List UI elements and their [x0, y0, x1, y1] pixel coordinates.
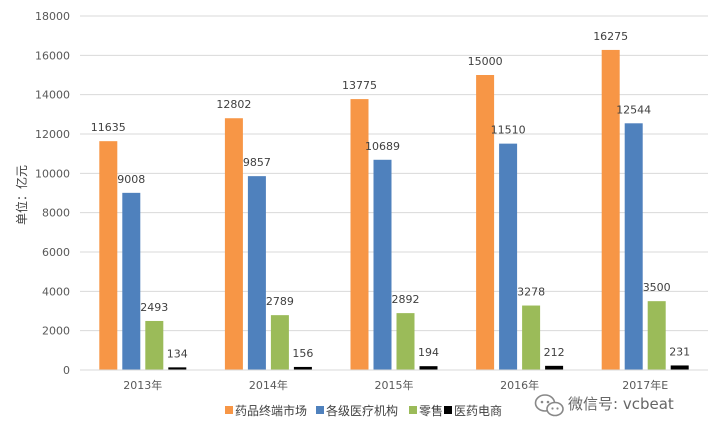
y-tick-label: 6000	[42, 246, 70, 259]
data-label: 9857	[243, 156, 271, 169]
y-tick-label: 8000	[42, 207, 70, 220]
data-label: 11510	[491, 124, 526, 137]
legend-swatch	[316, 406, 324, 414]
y-tick-label: 4000	[42, 285, 70, 298]
data-label: 10689	[365, 140, 400, 153]
data-label: 11635	[91, 121, 126, 134]
data-label: 12544	[616, 103, 651, 116]
data-label: 2789	[266, 295, 294, 308]
x-axis-ticks: 2013年 2014年 2015年 2016年 2017年E	[123, 378, 668, 392]
bars	[99, 49, 689, 371]
bar	[350, 99, 369, 370]
x-tick-label: 2013年	[123, 378, 162, 392]
legend-label: 医药电商	[454, 403, 502, 418]
bar	[396, 313, 415, 370]
y-tick-label: 0	[63, 364, 70, 377]
wechat-icon	[534, 394, 564, 417]
legend-label: 各级医疗机构	[326, 403, 398, 418]
bar	[601, 49, 620, 371]
y-tick-label: 12000	[35, 128, 70, 141]
data-label: 194	[418, 346, 439, 359]
data-label: 12802	[216, 98, 251, 111]
legend-label: 药品终端市场	[235, 403, 307, 418]
bar	[224, 118, 243, 371]
bar	[647, 301, 666, 370]
bar	[522, 305, 541, 370]
legend-swatch	[409, 406, 417, 414]
y-tick-label: 14000	[35, 89, 70, 102]
bar	[373, 159, 392, 370]
bar	[499, 143, 518, 370]
y-axis-ticks: 0 2000 4000 6000 8000 10000 12000 14000 16000 180…	[35, 10, 70, 377]
x-tick-label: 2017年E	[622, 378, 668, 392]
bar	[270, 315, 289, 370]
x-tick-label: 2015年	[375, 378, 414, 392]
data-labels: 11635 9008 2493 134 12802 9857 2789 156 13775 106…	[91, 30, 690, 360]
legend-swatch	[444, 406, 452, 414]
bar	[122, 192, 141, 370]
y-tick-label: 18000	[35, 10, 70, 23]
bar	[419, 366, 438, 370]
data-label: 3278	[517, 286, 545, 299]
data-label: 3500	[643, 281, 671, 294]
y-tick-label: 16000	[35, 49, 70, 62]
data-label: 13775	[342, 79, 377, 92]
bar	[145, 320, 164, 370]
legend: 药品终端市场 各级医疗机构 零售 医药电商	[225, 403, 502, 418]
y-tick-label: 10000	[35, 167, 70, 180]
bar	[293, 366, 312, 370]
bar	[168, 367, 187, 370]
data-label: 2892	[392, 293, 420, 306]
bar	[247, 176, 266, 370]
y-axis-label: 单位：亿元	[14, 165, 29, 225]
y-tick-label: 2000	[42, 325, 70, 338]
legend-label: 零售	[419, 403, 443, 418]
data-label: 9008	[117, 173, 145, 186]
gridlines	[80, 15, 708, 332]
data-label: 2493	[140, 301, 168, 314]
bar	[545, 365, 564, 370]
data-label: 156	[292, 347, 313, 360]
legend-swatch	[225, 406, 233, 414]
bar	[624, 123, 643, 370]
data-label: 15000	[468, 55, 503, 68]
bar	[476, 75, 495, 370]
data-label: 134	[167, 347, 188, 360]
data-label: 212	[544, 346, 565, 359]
bar	[99, 141, 118, 370]
x-tick-label: 2014年	[249, 378, 288, 392]
data-label: 16275	[593, 30, 628, 43]
watermark-text: 微信号: vcbeat	[568, 395, 674, 413]
watermark: 微信号: vcbeat	[534, 394, 674, 417]
bar	[670, 365, 689, 370]
x-tick-label: 2016年	[500, 378, 539, 392]
data-label: 231	[669, 345, 690, 358]
